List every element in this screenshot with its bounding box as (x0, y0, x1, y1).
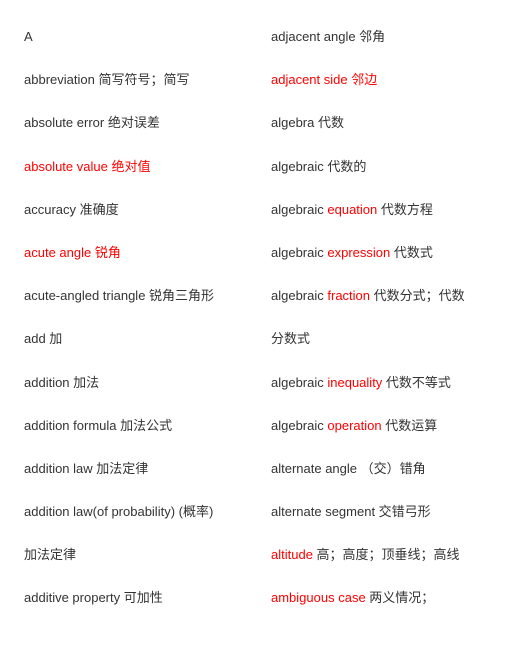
entry-text: 分数式 (271, 331, 310, 346)
entry-text: addition law(of probability) (概率) (24, 504, 213, 519)
entry-text: abbreviation 简写符号；简写 (24, 72, 189, 87)
entry-text: alternate angle （交）错角 (271, 461, 426, 476)
entry-text: algebra 代数 (271, 115, 344, 130)
entry-text: altitude (271, 547, 313, 562)
entry-text: adjacent side 邻边 (271, 72, 377, 87)
glossary-entry: altitude 高；高度；顶垂线；高线 (271, 546, 498, 564)
entry-text: 代数式 (390, 245, 433, 260)
glossary-entry: acute-angled triangle 锐角三角形 (24, 287, 251, 305)
entry-text: ambiguous case (271, 590, 366, 605)
glossary-entry: algebraic operation 代数运算 (271, 417, 498, 435)
entry-text: 代数不等式 (382, 375, 451, 390)
entry-text: accuracy 准确度 (24, 202, 119, 217)
entry-text: absolute value 绝对值 (24, 159, 150, 174)
entry-text: 加法定律 (24, 547, 76, 562)
entry-text: 代数方程 (377, 202, 433, 217)
entry-text: operation (327, 418, 381, 433)
entry-text: algebraic (271, 418, 327, 433)
glossary-entry: algebraic fraction 代数分式；代数 (271, 287, 498, 305)
glossary-entry: adjacent angle 邻角 (271, 28, 498, 46)
glossary-entry: abbreviation 简写符号；简写 (24, 71, 251, 89)
glossary-entry: acute angle 锐角 (24, 244, 251, 262)
entry-text: acute-angled triangle 锐角三角形 (24, 288, 214, 303)
column-right: adjacent angle 邻角 adjacent side 邻边 algebra… (261, 28, 498, 633)
entry-text: addition formula 加法公式 (24, 418, 172, 433)
glossary-entry: algebraic expression 代数式 (271, 244, 498, 262)
glossary-entry: algebra 代数 (271, 114, 498, 132)
entry-text: algebraic (271, 288, 327, 303)
entry-text: addition 加法 (24, 375, 99, 390)
glossary-entry: absolute error 绝对误差 (24, 114, 251, 132)
entry-text: 高；高度；顶垂线；高线 (313, 547, 460, 562)
glossary-entry: addition law 加法定律 (24, 460, 251, 478)
entry-text: A (24, 29, 33, 44)
glossary-entry: addition 加法 (24, 374, 251, 392)
entry-text: algebraic 代数的 (271, 159, 366, 174)
entry-text: 代数运算 (382, 418, 438, 433)
entry-text: 两义情况； (366, 590, 435, 605)
glossary-entry: addition law(of probability) (概率) (24, 503, 251, 521)
glossary-entry: add 加 (24, 330, 251, 348)
entry-text: acute angle 锐角 (24, 245, 121, 260)
glossary-entry: algebraic inequality 代数不等式 (271, 374, 498, 392)
glossary-entry: accuracy 准确度 (24, 201, 251, 219)
entry-text: algebraic (271, 202, 327, 217)
glossary-entry: alternate angle （交）错角 (271, 460, 498, 478)
entry-text: algebraic (271, 375, 327, 390)
two-column-layout: Aabbreviation 简写符号；简写 absolute error 绝对误差… (24, 28, 498, 633)
column-left: Aabbreviation 简写符号；简写 absolute error 绝对误差… (24, 28, 261, 633)
glossary-entry: 加法定律 (24, 546, 251, 564)
glossary-entry: ambiguous case 两义情况； (271, 589, 498, 607)
entry-text: adjacent angle 邻角 (271, 29, 385, 44)
entry-text: 代数分式；代数 (370, 288, 465, 303)
entry-text: inequality (327, 375, 382, 390)
glossary-entry: adjacent side 邻边 (271, 71, 498, 89)
entry-text: additive property 可加性 (24, 590, 163, 605)
glossary-entry: additive property 可加性 (24, 589, 251, 607)
glossary-entry: A (24, 28, 251, 46)
entry-text: algebraic (271, 245, 327, 260)
glossary-entry: algebraic 代数的 (271, 158, 498, 176)
entry-text: fraction (327, 288, 370, 303)
entry-text: add 加 (24, 331, 62, 346)
entry-text: expression (327, 245, 390, 260)
glossary-entry: absolute value 绝对值 (24, 158, 251, 176)
glossary-entry: alternate segment 交错弓形 (271, 503, 498, 521)
glossary-entry: algebraic equation 代数方程 (271, 201, 498, 219)
entry-text: absolute error 绝对误差 (24, 115, 160, 130)
entry-text: alternate segment 交错弓形 (271, 504, 431, 519)
glossary-entry: addition formula 加法公式 (24, 417, 251, 435)
entry-text: addition law 加法定律 (24, 461, 148, 476)
glossary-entry: 分数式 (271, 330, 498, 348)
entry-text: equation (327, 202, 377, 217)
